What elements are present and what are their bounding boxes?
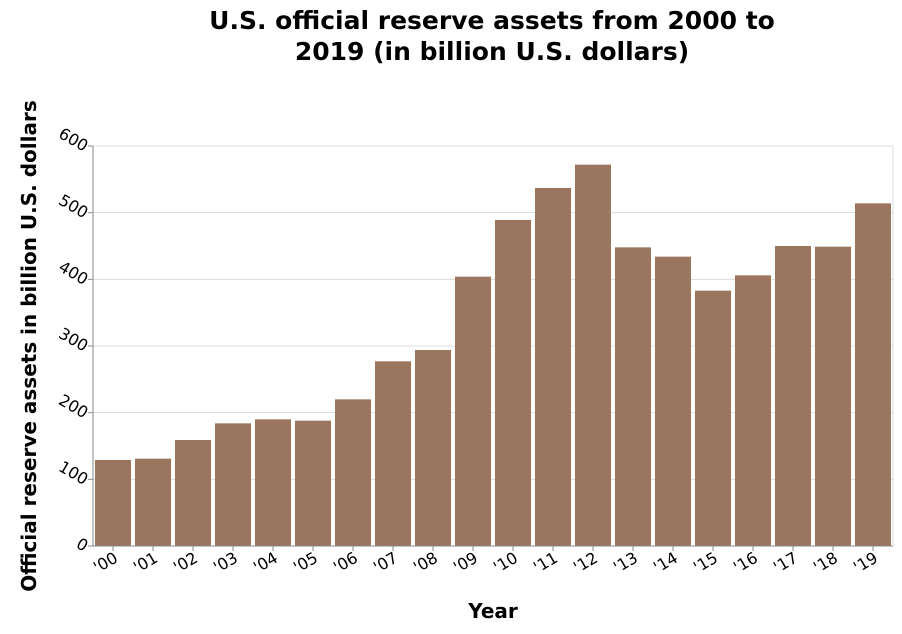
bars (95, 164, 891, 547)
x-tick-label: '05 (290, 548, 321, 577)
x-tick-label: '16 (730, 548, 761, 577)
x-tick-label: '07 (370, 548, 401, 577)
x-tick-label: '13 (610, 548, 641, 577)
bar (655, 256, 691, 546)
chart-title-line-2: 2019 (in billion U.S. dollars) (295, 37, 689, 66)
x-tick-label: '02 (170, 548, 201, 577)
bar (375, 361, 411, 546)
x-tick-label: '09 (450, 548, 481, 577)
y-tick-labels: 0 100 200 300 400 500 600 (56, 124, 92, 556)
x-tick-label: '11 (530, 548, 561, 577)
bar (775, 246, 811, 546)
axes (88, 145, 893, 551)
x-tick-label: '00 (90, 548, 121, 577)
x-tick-label: '18 (810, 548, 841, 577)
y-tick-label: 200 (56, 390, 92, 422)
bar (735, 275, 771, 546)
bar (175, 440, 211, 546)
bar (95, 460, 131, 546)
chart-title-line-1: U.S. official reserve assets from 2000 t… (209, 6, 775, 35)
bar (855, 203, 891, 547)
gridlines (93, 145, 893, 480)
x-tick-label: '10 (490, 548, 521, 577)
x-tick-label: '12 (570, 548, 601, 577)
y-tick-label: 0 (73, 534, 91, 556)
x-tick-label: '15 (690, 548, 721, 577)
x-tick-label: '08 (410, 548, 441, 577)
bar (695, 290, 731, 546)
bar (335, 399, 371, 546)
bar (535, 188, 571, 546)
bar (615, 247, 651, 547)
x-axis-title: Year (467, 599, 518, 623)
x-tick-label: '01 (130, 548, 161, 577)
y-tick-label: 100 (56, 457, 92, 489)
x-tick-label: '04 (250, 548, 281, 577)
x-tick-label: '06 (330, 548, 361, 577)
bar (135, 458, 171, 546)
y-tick-label: 600 (56, 124, 92, 156)
y-tick-label: 400 (56, 257, 92, 289)
bar (455, 276, 491, 546)
chart-title: U.S. official reserve assets from 2000 t… (209, 6, 775, 66)
bar (295, 420, 331, 546)
y-tick-label: 300 (56, 324, 92, 356)
y-axis-title: Official reserve assets in billion U.S. … (17, 100, 41, 592)
bar (215, 423, 251, 546)
x-tick-label: '14 (650, 548, 681, 577)
x-tick-label: '17 (770, 548, 801, 577)
bar (575, 164, 611, 546)
bar (495, 220, 531, 546)
bar (415, 350, 451, 546)
bar (255, 419, 291, 546)
x-tick-label: '03 (210, 548, 241, 577)
x-tick-label: '19 (850, 548, 881, 577)
x-tick-labels: '00 '01 '02 '03 '04 '05 '06 '07 '08 '09 '10 '11 '12 '… (90, 548, 881, 577)
y-tick-label: 500 (56, 190, 92, 222)
bar (815, 246, 851, 546)
